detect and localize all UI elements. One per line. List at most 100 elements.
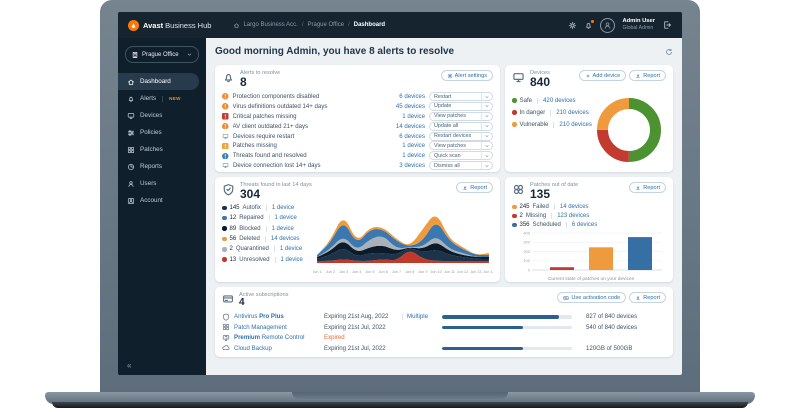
topbar-actions: Admin User Global Admin <box>568 17 672 33</box>
sidebar-nav: Dashboard Alerts NEW Devices Policies Patches… <box>118 73 206 209</box>
org-selector[interactable]: Prague Office <box>125 46 199 63</box>
alert-devices-link[interactable]: 1 device <box>402 142 425 150</box>
monitor-icon <box>127 112 135 120</box>
alert-action-dropdown[interactable]: Restart devices <box>429 131 493 141</box>
legend-devices-link[interactable]: 210 devices <box>559 121 592 129</box>
legend-devices-link[interactable]: 1 device <box>271 204 295 211</box>
alert-devices-link[interactable]: 3 devices <box>399 162 425 170</box>
alert-action-dropdown[interactable]: Update <box>429 101 493 111</box>
divider <box>553 204 555 211</box>
sidebar-item-account[interactable]: Account <box>118 192 199 209</box>
legend-devices-link[interactable]: 210 devices <box>556 109 589 117</box>
devices-report-button[interactable]: Report <box>629 70 666 81</box>
sidebar: Prague Office Dashboard Alerts NEW Devices P… <box>118 38 206 375</box>
sidebar-item-devices[interactable]: Devices <box>118 107 199 124</box>
notifications-bell-button[interactable] <box>584 19 595 30</box>
brand-name-bold: Avast <box>143 20 164 30</box>
logout-button[interactable] <box>662 20 672 30</box>
sidebar-item-policies[interactable]: Policies <box>118 124 199 141</box>
subscription-row: Patch Management Expiring 21st Jul, 2022 5… <box>222 322 666 333</box>
subscription-name-link[interactable]: Antivirus Pro Plus <box>234 313 284 321</box>
breadcrumb-item[interactable]: Largo Business Acc. <box>243 22 298 28</box>
subscription-extra[interactable]: Multiple <box>400 313 432 320</box>
legend-devices-link[interactable]: 14 devices <box>559 204 589 211</box>
patches-report-button[interactable]: Report <box>629 182 666 193</box>
alert-devices-link[interactable]: 45 devices <box>395 102 425 110</box>
sidebar-item-reports[interactable]: Reports <box>118 158 199 175</box>
subscription-expiry: Expiring 21st Aug, 2022 <box>324 313 389 321</box>
brand-name-rest: Business Hub <box>165 20 212 30</box>
svg-text:400: 400 <box>523 230 530 235</box>
legend-devices-link[interactable]: 6 devices <box>571 222 598 229</box>
alert-settings-button[interactable]: Alert settings <box>440 70 493 81</box>
dashboard-grid: Alerts to resolve 8 Alert settings Prote… <box>215 65 673 357</box>
settings-gear-button[interactable] <box>568 21 577 30</box>
alert-action-dropdown[interactable]: Dismiss all <box>429 161 493 171</box>
legend-label: Scheduled <box>532 222 561 229</box>
avast-logo-icon <box>128 19 139 31</box>
multiple-link[interactable]: Multiple <box>407 313 428 321</box>
subscription-name-link[interactable]: Patch Management <box>234 323 287 331</box>
bell-icon <box>127 95 135 103</box>
svg-text:Jun 13: Jun 13 <box>470 270 482 274</box>
chevron-down-icon <box>481 102 492 110</box>
alert-action-label: Update <box>434 103 452 110</box>
use-activation-code-button[interactable]: Use activation code <box>557 292 627 303</box>
legend-devices-link[interactable]: 123 devices <box>557 213 590 220</box>
download-icon <box>462 185 468 191</box>
alert-devices-link[interactable]: 1 device <box>402 152 425 160</box>
svg-text:Jun 6: Jun 6 <box>378 270 387 274</box>
legend-devices-link[interactable]: 1 device <box>279 246 303 253</box>
alert-action-dropdown[interactable]: View patches <box>429 141 493 151</box>
sidebar-collapse-button[interactable]: « <box>127 361 132 370</box>
subscription-progress-fill <box>442 346 523 350</box>
user-meta[interactable]: Admin User Global Admin <box>622 18 655 31</box>
legend-devices-link[interactable]: 1 device <box>271 225 294 232</box>
sidebar-item-alerts[interactable]: Alerts NEW <box>118 90 199 107</box>
svg-text:Jun 3: Jun 3 <box>339 270 348 274</box>
subscription-name-link[interactable]: Premium Remote Control <box>234 334 305 342</box>
reports-icon <box>127 163 135 171</box>
alert-row: Patches missing 1 device View patches <box>222 141 493 151</box>
alert-devices-link[interactable]: 6 devices <box>399 132 425 140</box>
subscriptions-report-button[interactable]: Report <box>629 292 666 303</box>
alert-action-dropdown[interactable]: Restart <box>429 92 493 102</box>
legend-devices-link[interactable]: 14 devices <box>270 235 300 242</box>
breadcrumb-separator: / <box>301 22 304 28</box>
legend-devices-link[interactable]: 1 device <box>274 215 297 222</box>
app-screen: Avast Business Hub Largo Business Acc. / P… <box>118 12 682 375</box>
threats-report-button[interactable]: Report <box>456 182 493 193</box>
alert-devices-link[interactable]: 6 devices <box>399 93 425 101</box>
legend-count: 56 <box>229 235 237 242</box>
alert-action-dropdown[interactable]: Update all <box>429 121 493 131</box>
brand[interactable]: Avast Business Hub <box>128 19 212 31</box>
legend-devices-link[interactable]: 1 device <box>280 256 303 263</box>
subscriptions-card: Active subscriptions 4 Use activation co… <box>215 287 673 357</box>
alert-devices-link[interactable]: 1 device <box>402 112 425 120</box>
refresh-button[interactable] <box>665 48 673 56</box>
legend-count: 12 <box>229 215 237 222</box>
add-device-button[interactable]: Add device <box>578 70 627 81</box>
threats-count: 304 <box>240 187 261 201</box>
svg-text:Jun 5: Jun 5 <box>365 270 374 274</box>
alert-action-dropdown[interactable]: View patches <box>429 111 493 121</box>
divider <box>268 215 270 222</box>
breadcrumb-item[interactable]: Prague Office <box>307 22 345 28</box>
alert-action-dropdown[interactable]: Quick scan <box>429 151 493 161</box>
alert-label: Virus definitions outdated 14+ days <box>232 102 328 110</box>
home-icon[interactable] <box>233 22 240 29</box>
user-role: Global Admin <box>622 25 654 32</box>
sidebar-item-dashboard[interactable]: Dashboard <box>118 73 199 90</box>
alert-action-label: Quick scan <box>434 152 461 159</box>
threats-legend-row: 145 Autofix 1 device <box>222 203 310 213</box>
sidebar-item-label: Patches <box>140 146 163 153</box>
avatar[interactable] <box>600 17 616 33</box>
sidebar-item-patches[interactable]: Patches <box>118 141 199 158</box>
alert-devices-link[interactable]: 14 devices <box>395 122 425 130</box>
legend-dot <box>222 205 227 211</box>
patches-legend: 245 Failed 14 devices 2 Missing 123 devices 35… <box>512 203 666 230</box>
subscription-name-link[interactable]: Cloud Backup <box>234 344 272 352</box>
legend-devices-link[interactable]: 420 devices <box>543 97 576 105</box>
laptop-base <box>45 392 755 404</box>
sidebar-item-users[interactable]: Users <box>118 175 199 192</box>
